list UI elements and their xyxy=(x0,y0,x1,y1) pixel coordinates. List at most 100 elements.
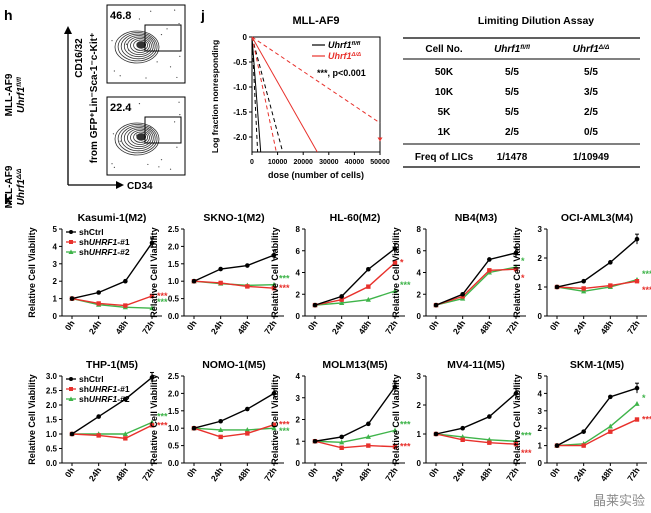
flow-event-dot xyxy=(169,168,172,170)
y-tick-label: 0 xyxy=(296,312,301,321)
data-point xyxy=(339,294,344,299)
viability-chart: SKM-1(M5) 0 1 2 3 4 5 0h 24h 48h 72h Relative Cell … xyxy=(512,359,651,483)
y-tick-label: 1 xyxy=(538,283,543,292)
series-line xyxy=(435,392,517,435)
y-axis-label: Relative Cell Viability xyxy=(391,227,401,317)
x-tick-label: 0h xyxy=(427,318,441,332)
y-tick-label: 0 xyxy=(417,312,422,321)
data-point xyxy=(123,303,128,308)
data-point xyxy=(608,283,613,288)
x-tick-label: 48h xyxy=(235,318,252,336)
y-tick-label: 2 xyxy=(538,424,543,433)
y-tick-label: 2.5 xyxy=(168,225,180,234)
viability-chart: THP-1(M5) 0.0 0.5 1.0 1.5 2.0 2.5 3.0 0h 24h 48h 72… xyxy=(27,359,168,483)
y-tick-label: 0 xyxy=(296,459,301,468)
significance-mark: *** xyxy=(521,448,532,458)
group-label: MLL-AF9 xyxy=(4,73,15,116)
series-line xyxy=(314,440,396,449)
data-point xyxy=(581,429,586,434)
data-point xyxy=(365,434,371,439)
y-tick-label: -1.0 xyxy=(233,83,247,92)
legend-marker xyxy=(68,249,74,254)
data-point xyxy=(271,422,277,427)
series-line xyxy=(556,387,638,447)
flow-event-dot xyxy=(169,66,172,68)
flow-event-dot xyxy=(150,127,152,129)
x-tick-label: 30000 xyxy=(319,159,339,166)
y-tick-label: 2.5 xyxy=(168,372,180,381)
y-axis-label: Relative Cell Viability xyxy=(512,374,522,464)
series-line xyxy=(71,376,153,435)
x-tick-label: 24h xyxy=(330,318,347,336)
y-tick-label: 8 xyxy=(296,225,301,234)
y-tick-label: 1.5 xyxy=(46,416,58,425)
y-tick-label: 3 xyxy=(538,225,543,234)
flow-contour xyxy=(123,127,154,150)
significance-mark: *** xyxy=(157,420,168,430)
legend-label: Uhrf1fl/fl xyxy=(328,40,361,50)
flow-contour xyxy=(120,125,156,152)
table-cell: 5/5 xyxy=(505,67,519,78)
flow-contour xyxy=(123,35,154,58)
data-point xyxy=(581,278,586,284)
flow-gate xyxy=(144,24,182,52)
y-tick-label: 0 xyxy=(538,459,543,468)
flow-event-dot xyxy=(176,76,178,79)
significance-mark: * xyxy=(400,258,404,268)
data-point xyxy=(377,137,383,142)
data-point xyxy=(634,279,640,284)
y-tick-label: -2.0 xyxy=(233,133,247,142)
y-tick-label: 0 xyxy=(417,459,422,468)
data-point xyxy=(339,300,345,305)
x-tick-label: 0h xyxy=(548,318,562,332)
series-line xyxy=(556,280,638,290)
flow-event-dot xyxy=(117,105,120,107)
ci-upper-line xyxy=(251,36,381,124)
data-point xyxy=(123,396,128,402)
data-point xyxy=(191,278,197,284)
data-point xyxy=(608,260,613,265)
table-cell: 2/5 xyxy=(584,107,598,118)
legend-marker xyxy=(68,396,74,401)
series-line xyxy=(556,238,638,288)
x-tick-label: 50000 xyxy=(370,159,390,166)
table-cell: 10K xyxy=(435,87,454,98)
data-point xyxy=(366,266,371,272)
chart-title: MV4-11(M5) xyxy=(447,359,505,371)
data-point xyxy=(339,445,344,450)
y-tick-label: 0.5 xyxy=(168,295,180,304)
series-line xyxy=(193,254,275,282)
data-point xyxy=(513,267,519,272)
y-tick-label: -1.5 xyxy=(233,108,247,117)
data-point xyxy=(581,443,586,448)
data-point xyxy=(96,290,101,295)
chart-title: OCI-AML3(M4) xyxy=(561,212,633,224)
panel-j: j MLL-AF9 0 -0.5 -1.0 -1.5 -2.0 0 10000 20000 3000… xyxy=(200,7,640,180)
flow-event-dot xyxy=(174,121,176,123)
data-point xyxy=(245,406,250,412)
data-point xyxy=(123,436,128,441)
series-line xyxy=(435,433,517,442)
series-line xyxy=(71,295,153,307)
y-tick-label: 1.5 xyxy=(168,260,180,269)
viability-chart: OCI-AML3(M4) 0 1 2 3 0h 24h 48h 72h Relative Cell… xyxy=(512,212,651,336)
x-tick-label: 24h xyxy=(572,465,589,483)
flow-plot-frame xyxy=(106,4,186,84)
flow-gate xyxy=(144,116,182,144)
flow-contour xyxy=(136,133,147,141)
significance-mark: *** xyxy=(279,420,290,430)
chart-title: SKNO-1(M2) xyxy=(203,212,264,224)
flow-event-dot xyxy=(128,49,130,52)
y-tick-label: 6 xyxy=(417,247,422,256)
significance-mark: *** xyxy=(157,297,168,307)
significance-mark: *** xyxy=(400,442,411,452)
legend-item: shUHRF1-#2 xyxy=(66,247,130,257)
flow-event-dot xyxy=(179,114,181,116)
x-tick-label: 48h xyxy=(113,318,130,336)
y-axis-label: Relative Cell Viability xyxy=(391,374,401,464)
x-tick-label: 48h xyxy=(356,465,373,483)
y-axis-label: Relative Cell Viability xyxy=(149,227,159,317)
series-line xyxy=(193,280,275,289)
significance-mark: *** xyxy=(400,419,411,429)
